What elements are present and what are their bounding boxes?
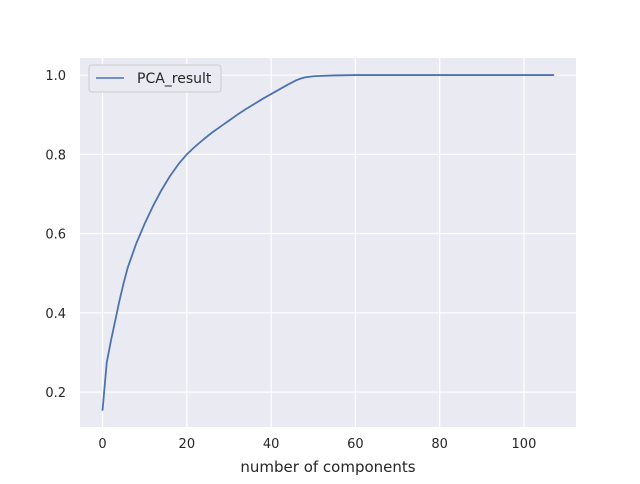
y-tick-label: 0.4: [45, 307, 66, 322]
y-tick-label: 0.2: [45, 386, 66, 401]
x-tick-label: 100: [512, 437, 537, 452]
x-tick-label: 40: [263, 437, 280, 452]
x-tick-labels: 0 20 40 60 80 100: [98, 437, 536, 452]
y-tick-label: 0.6: [45, 228, 66, 243]
plot-background: [80, 58, 576, 427]
x-tick-label: 20: [179, 437, 196, 452]
series-line-pca-result: [101, 74, 555, 411]
y-tick-label: 0.8: [45, 148, 66, 163]
y-tick-labels: 0.2 0.4 0.6 0.8 1.0: [45, 69, 66, 401]
series-layer: [101, 74, 555, 411]
legend-box: [88, 64, 222, 93]
legend: PCA_result: [88, 64, 222, 93]
x-tick-label: 60: [347, 437, 364, 452]
x-tick-label: 80: [431, 437, 448, 452]
x-tick-label: 0: [98, 437, 106, 452]
x-axis-label: number of components: [240, 458, 415, 476]
y-tick-label: 1.0: [45, 69, 66, 84]
legend-label: PCA_result: [137, 71, 212, 87]
